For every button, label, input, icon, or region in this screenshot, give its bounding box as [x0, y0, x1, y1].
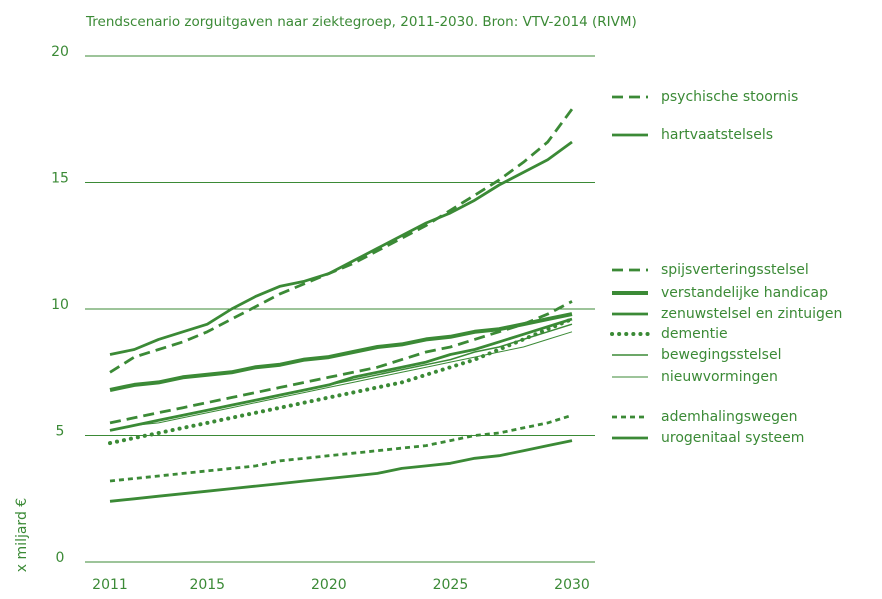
x-tick-label: 2015: [189, 577, 225, 593]
legend-label: dementie: [661, 326, 728, 342]
x-tick-label: 2020: [311, 577, 347, 593]
line-series: [109, 140, 573, 356]
legend-label: spijsverteringsstelsel: [661, 262, 809, 278]
y-tick-label: 15: [51, 171, 69, 187]
x-tick-label: 2025: [433, 577, 469, 593]
line-series: [109, 108, 574, 374]
line-series: [109, 300, 573, 425]
y-tick-label: 20: [51, 44, 69, 60]
chart-title: Trendscenario zorguitgaven naar ziektegr…: [85, 14, 637, 30]
line-series: [109, 317, 573, 432]
legend-label: urogenitaal systeem: [661, 430, 804, 446]
line-series: [109, 323, 573, 432]
y-tick-label: 0: [56, 550, 65, 566]
line-series: [108, 317, 574, 446]
legend-label: nieuwvormingen: [661, 369, 778, 385]
x-tick-label: 2011: [92, 577, 128, 593]
legend-label: ademhalingswegen: [661, 409, 797, 425]
line-series: [109, 312, 573, 392]
y-tick-label: 5: [56, 424, 65, 440]
legend-label: hartvaatstelsels: [661, 127, 773, 143]
y-tick-label: 10: [51, 297, 69, 313]
legend-label: verstandelijke handicap: [661, 285, 828, 301]
line-series: [109, 413, 573, 483]
legend-label: bewegingsstelsel: [661, 347, 781, 363]
y-axis-label: x miljard €: [14, 498, 30, 572]
legend-label: zenuwstelsel en zintuigen: [661, 306, 842, 322]
legend-label: psychische stoornis: [661, 89, 798, 105]
line-series: [109, 439, 573, 503]
x-tick-label: 2030: [554, 577, 590, 593]
line-series: [109, 331, 573, 431]
